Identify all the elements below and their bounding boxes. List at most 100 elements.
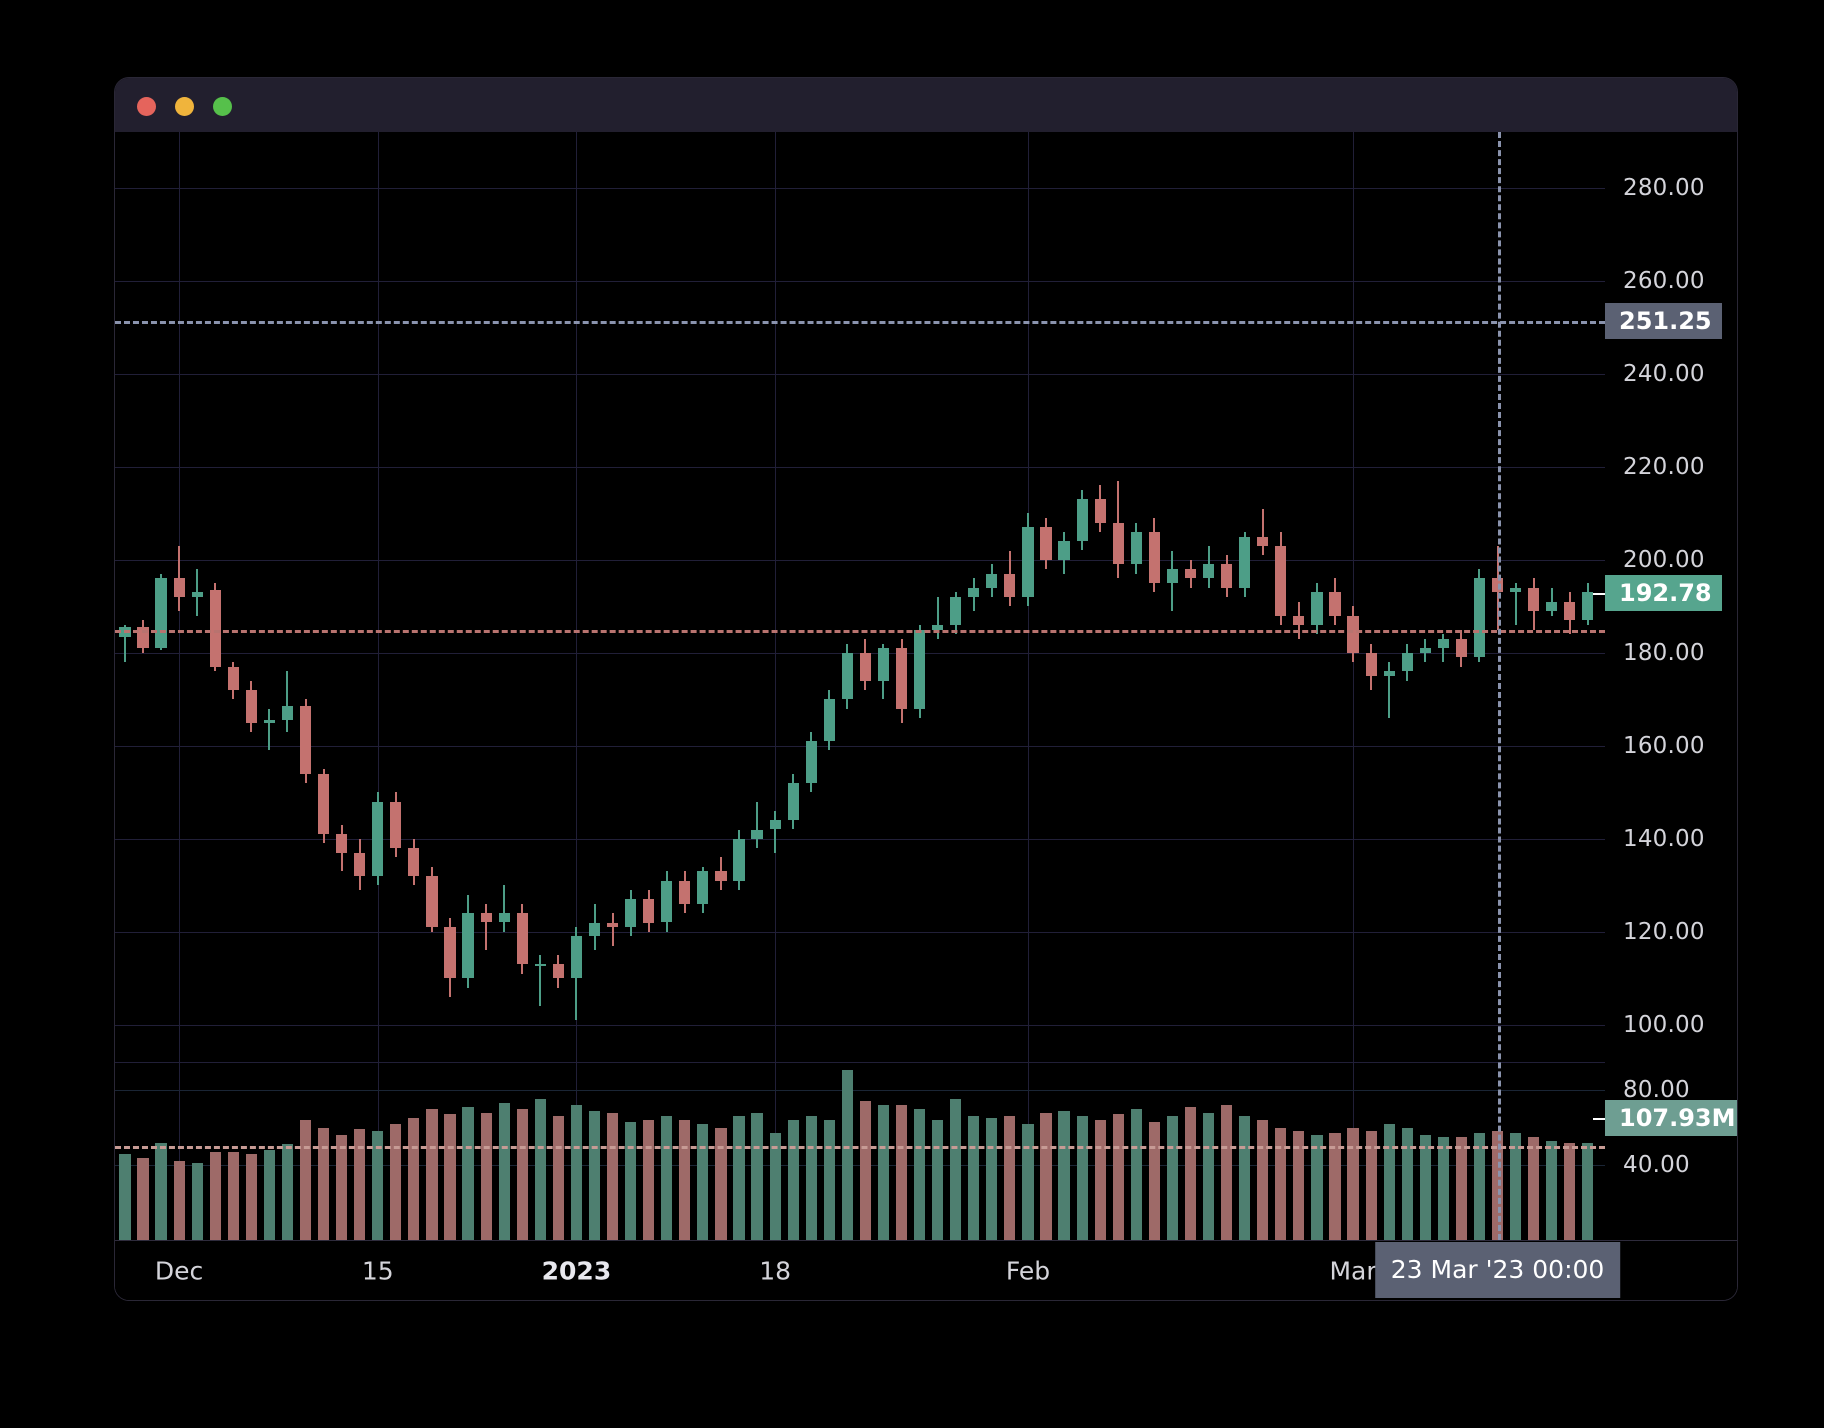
candle-body[interactable] [480, 913, 492, 923]
candle-body[interactable] [1239, 536, 1251, 588]
volume-bar[interactable] [552, 1116, 564, 1240]
candle-body[interactable] [191, 592, 203, 597]
candle-body[interactable] [733, 838, 745, 881]
volume-bar[interactable] [1419, 1135, 1431, 1240]
volume-bar[interactable] [679, 1120, 691, 1240]
volume-bar[interactable] [932, 1120, 944, 1240]
volume-bar[interactable] [1401, 1127, 1413, 1240]
candle-body[interactable] [209, 590, 221, 667]
volume-bar[interactable] [1437, 1136, 1449, 1240]
candle-body[interactable] [1329, 592, 1341, 616]
volume-bar[interactable] [1275, 1127, 1287, 1240]
volume-average-line[interactable] [115, 1146, 1605, 1150]
volume-bar[interactable] [191, 1163, 203, 1240]
candle-body[interactable] [137, 627, 149, 649]
candle-body[interactable] [769, 820, 781, 830]
volume-bar[interactable] [480, 1112, 492, 1240]
candle-body[interactable] [1401, 652, 1413, 672]
candle-body[interactable] [498, 913, 510, 923]
volume-bar[interactable] [1076, 1116, 1088, 1240]
candle-body[interactable] [1347, 615, 1359, 653]
window-titlebar[interactable] [115, 78, 1737, 132]
candle-body[interactable] [281, 706, 294, 721]
candle-body[interactable] [1564, 601, 1576, 621]
volume-bar[interactable] [209, 1151, 221, 1240]
candle-body[interactable] [1473, 578, 1486, 658]
volume-bar[interactable] [1564, 1142, 1576, 1240]
volume-bar[interactable] [914, 1108, 926, 1240]
volume-bar[interactable] [1221, 1105, 1233, 1240]
volume-bar[interactable] [643, 1120, 655, 1240]
candle-body[interactable] [372, 801, 384, 876]
candle-body[interactable] [950, 597, 962, 625]
candle-body[interactable] [588, 922, 601, 937]
volume-bar[interactable] [1455, 1136, 1467, 1240]
volume-bar[interactable] [715, 1127, 727, 1240]
volume-bar[interactable] [245, 1153, 257, 1240]
candle-body[interactable] [932, 624, 944, 630]
candle-body[interactable] [1094, 499, 1106, 523]
volume-bar[interactable] [1202, 1112, 1215, 1240]
volume-bar[interactable] [769, 1133, 781, 1240]
volume-bar[interactable] [625, 1121, 637, 1240]
candle-body[interactable] [968, 587, 980, 597]
volume-bar[interactable] [570, 1105, 583, 1240]
minimize-button[interactable] [175, 97, 194, 116]
volume-bar[interactable] [751, 1112, 763, 1240]
volume-bar[interactable] [805, 1116, 817, 1240]
candle-body[interactable] [1419, 648, 1431, 653]
candle-body[interactable] [245, 690, 257, 723]
candle-body[interactable] [263, 720, 275, 723]
maximize-button[interactable] [213, 97, 232, 116]
volume-bar[interactable] [137, 1157, 149, 1240]
volume-bar[interactable] [1257, 1120, 1269, 1240]
volume-bar[interactable] [1148, 1121, 1160, 1240]
candle-body[interactable] [354, 852, 366, 876]
volume-bar[interactable] [1058, 1110, 1070, 1240]
candle-body[interactable] [805, 741, 817, 783]
volume-bar[interactable] [1546, 1140, 1558, 1240]
volume-bar[interactable] [1311, 1135, 1323, 1240]
candle-body[interactable] [1166, 569, 1179, 584]
price-pane[interactable] [115, 132, 1605, 1062]
price-level-line[interactable] [115, 321, 1605, 325]
volume-bar[interactable] [390, 1123, 402, 1240]
candle-body[interactable] [336, 834, 348, 853]
volume-bar[interactable] [462, 1106, 474, 1240]
volume-bar[interactable] [588, 1110, 601, 1240]
volume-bar[interactable] [950, 1099, 962, 1240]
volume-bar[interactable] [1510, 1133, 1522, 1240]
volume-bar[interactable] [534, 1099, 546, 1240]
candle-body[interactable] [552, 964, 564, 979]
candle-body[interactable] [1221, 564, 1233, 588]
candle-body[interactable] [661, 880, 673, 923]
last-price-tag[interactable]: 192.78 [1593, 575, 1722, 612]
candle-body[interactable] [155, 578, 167, 649]
volume-bar[interactable] [1166, 1116, 1179, 1240]
candle-body[interactable] [1293, 615, 1305, 625]
volume-bar[interactable] [1004, 1116, 1016, 1240]
volume-bar[interactable] [263, 1150, 275, 1240]
candle-body[interactable] [516, 913, 528, 965]
volume-bar[interactable] [1582, 1142, 1594, 1240]
volume-bar[interactable] [444, 1114, 456, 1240]
price-level-tag[interactable]: 251.25 [1605, 303, 1722, 340]
candle-body[interactable] [643, 899, 655, 923]
candle-body[interactable] [1365, 652, 1377, 677]
volume-bar[interactable] [372, 1131, 384, 1240]
volume-bar[interactable] [1130, 1108, 1142, 1240]
candle-body[interactable] [1022, 527, 1034, 597]
volume-bar[interactable] [227, 1151, 239, 1240]
close-button[interactable] [137, 97, 156, 116]
candle-body[interactable] [841, 652, 853, 700]
candle-body[interactable] [1130, 531, 1142, 565]
volume-bar[interactable] [877, 1105, 890, 1240]
volume-bar[interactable] [606, 1112, 619, 1240]
candle-body[interactable] [444, 927, 456, 979]
volume-bar[interactable] [787, 1120, 799, 1240]
volume-bar[interactable] [697, 1123, 709, 1240]
candle-body[interactable] [914, 629, 926, 709]
candle-body[interactable] [697, 871, 709, 904]
volume-bar[interactable] [516, 1108, 528, 1240]
candle-body[interactable] [1004, 573, 1016, 597]
